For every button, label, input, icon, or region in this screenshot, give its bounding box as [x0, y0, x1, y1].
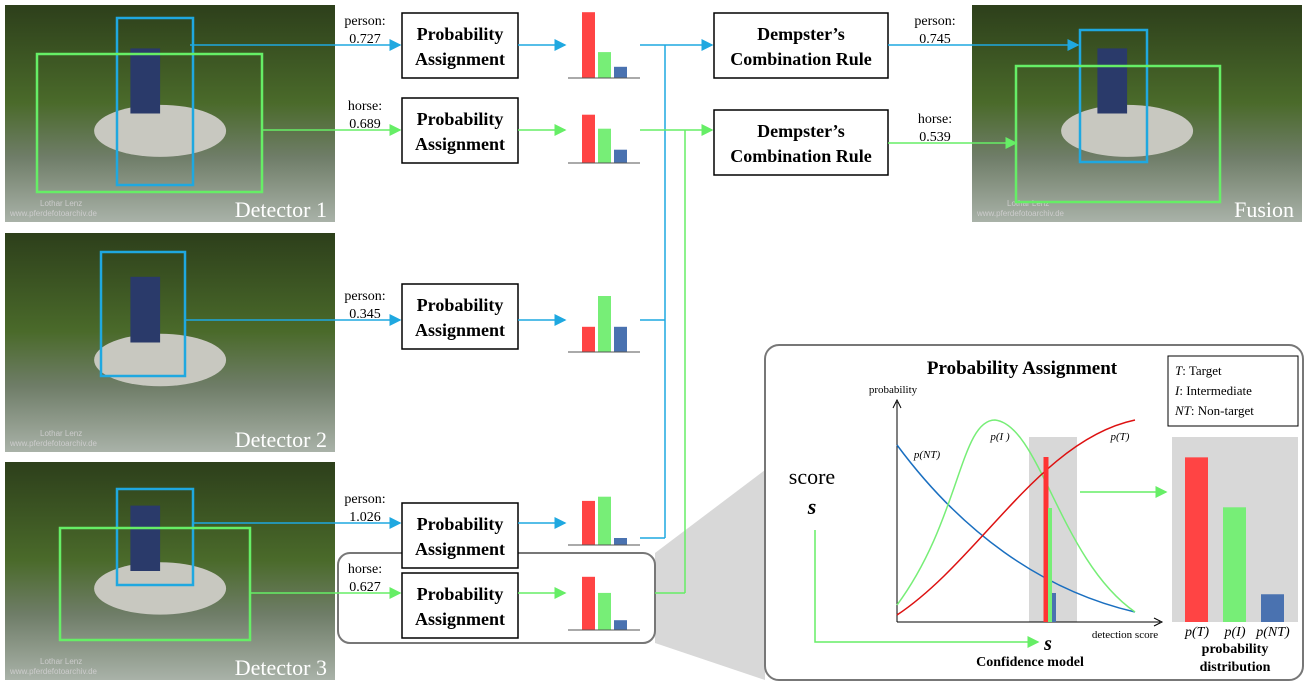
watermark: www.pferdefotoarchiv.de: [9, 667, 98, 676]
distribution-label: p(T): [1184, 625, 1209, 640]
distribution-caption: distribution: [1200, 660, 1271, 675]
legend-item: T: Target: [1175, 363, 1222, 378]
horse: [94, 562, 226, 614]
image-label: Fusion: [1234, 197, 1294, 222]
image-label: Detector 2: [235, 427, 327, 452]
fused-class: horse:: [918, 112, 952, 127]
legend-item: I: Intermediate: [1174, 383, 1252, 398]
image-label: Detector 1: [235, 197, 327, 222]
confidence-label: Confidence model: [976, 655, 1084, 670]
detection-class: horse:: [348, 562, 382, 577]
distribution-bar: [1185, 457, 1208, 622]
legend-item: NT: Non-target: [1174, 403, 1254, 418]
box-text: Assignment: [415, 320, 505, 340]
image-label: Detector 3: [235, 655, 327, 680]
distribution-label: p(NT): [1255, 625, 1290, 640]
diagram: Lothar Lenzwww.pferdefotoarchiv.deDetect…: [0, 0, 1309, 686]
mini-bar: [598, 129, 611, 163]
box-text: Probability: [417, 514, 504, 534]
watermark: www.pferdefotoarchiv.de: [9, 439, 98, 448]
curve-label: p(T): [1110, 431, 1130, 443]
watermark: www.pferdefotoarchiv.de: [976, 209, 1065, 218]
fused-score: 0.745: [919, 32, 951, 47]
mini-bar: [598, 593, 611, 630]
box-text: Probability: [417, 295, 504, 315]
mini-bar: [614, 620, 627, 630]
y-axis-label: probability: [869, 384, 918, 396]
watermark: Lothar Lenz: [40, 657, 82, 666]
box-text: Assignment: [415, 134, 505, 154]
box-text: Assignment: [415, 609, 505, 629]
distribution-bar: [1261, 594, 1284, 622]
watermark: www.pferdefotoarchiv.de: [9, 209, 98, 218]
mini-bar: [614, 67, 627, 78]
inset-title: Probability Assignment: [927, 358, 1118, 379]
distribution-label: p(I): [1224, 625, 1246, 640]
detection-class: person:: [344, 14, 385, 29]
horse: [94, 105, 226, 157]
mini-bar: [598, 52, 611, 78]
score-label: score: [789, 464, 835, 489]
mini-bar: [614, 327, 627, 352]
horse: [94, 334, 226, 387]
fused-class: person:: [914, 14, 955, 29]
mini-bar: [582, 115, 595, 163]
zoom-wedge: [655, 470, 765, 680]
rider: [1097, 48, 1127, 113]
mini-bar: [598, 296, 611, 352]
distribution-bar: [1223, 507, 1246, 622]
box-text: Dempster’s: [757, 121, 845, 141]
box-text: Assignment: [415, 539, 505, 559]
fused-score: 0.539: [919, 130, 951, 145]
box-text: Combination Rule: [730, 146, 872, 166]
score-symbol: s: [1043, 633, 1052, 655]
mini-bar: [614, 538, 627, 545]
mini-bar: [582, 577, 595, 630]
mini-bar: [582, 327, 595, 352]
curve-label: p(I ): [989, 431, 1010, 443]
detection-class: person:: [344, 492, 385, 507]
detection-class: horse:: [348, 99, 382, 114]
box-text: Probability: [417, 24, 504, 44]
rider: [130, 48, 160, 113]
detection-class: person:: [344, 289, 385, 304]
box-text: Assignment: [415, 49, 505, 69]
watermark: Lothar Lenz: [1007, 199, 1049, 208]
x-axis-label: detection score: [1092, 629, 1158, 641]
box-text: Probability: [417, 109, 504, 129]
mini-bar: [614, 150, 627, 163]
box-text: Probability: [417, 584, 504, 604]
rider: [130, 506, 160, 571]
score-symbol: s: [807, 494, 817, 519]
box-text: Dempster’s: [757, 24, 845, 44]
box-text: Combination Rule: [730, 49, 872, 69]
rider: [130, 277, 160, 343]
watermark: Lothar Lenz: [40, 199, 82, 208]
distribution-caption: probability: [1202, 642, 1269, 657]
mini-bar: [582, 12, 595, 78]
watermark: Lothar Lenz: [40, 429, 82, 438]
curve-label: p(NT): [913, 449, 941, 461]
mini-bar: [598, 497, 611, 545]
mini-bar: [582, 501, 595, 545]
